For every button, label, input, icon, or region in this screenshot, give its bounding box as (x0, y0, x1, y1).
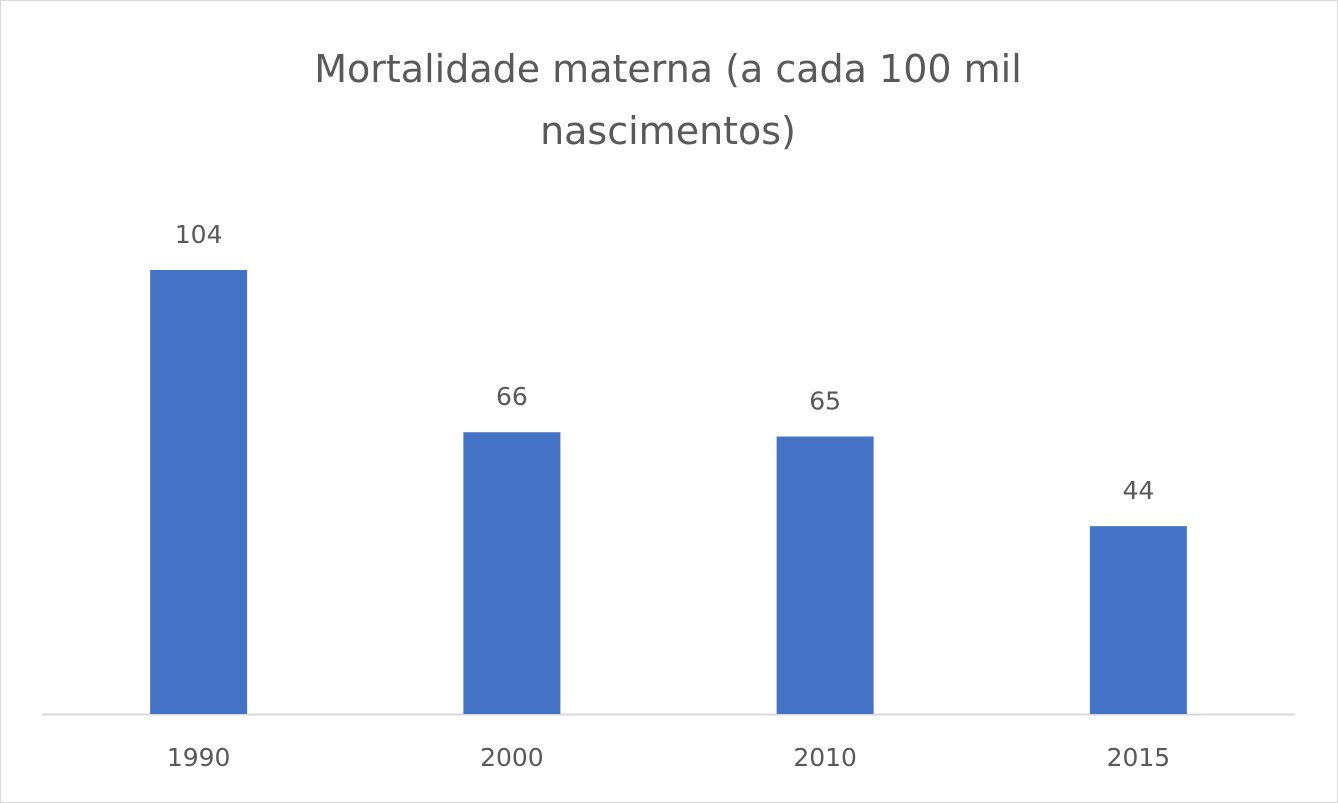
x-tick-label: 2000 (480, 743, 544, 772)
value-label: 44 (1122, 476, 1154, 505)
chart-title: Mortalidade materna (a cada 100 mil nasc… (314, 47, 1022, 153)
bar (463, 432, 561, 714)
bar (150, 270, 248, 714)
x-tick-label: 2010 (793, 743, 857, 772)
x-tick-label: 1990 (167, 743, 231, 772)
bar (1089, 526, 1187, 714)
value-label: 104 (175, 220, 223, 249)
value-label: 66 (496, 382, 528, 411)
value-label: 65 (809, 387, 841, 416)
x-tick-label: 2015 (1107, 743, 1171, 772)
bar (776, 436, 874, 714)
